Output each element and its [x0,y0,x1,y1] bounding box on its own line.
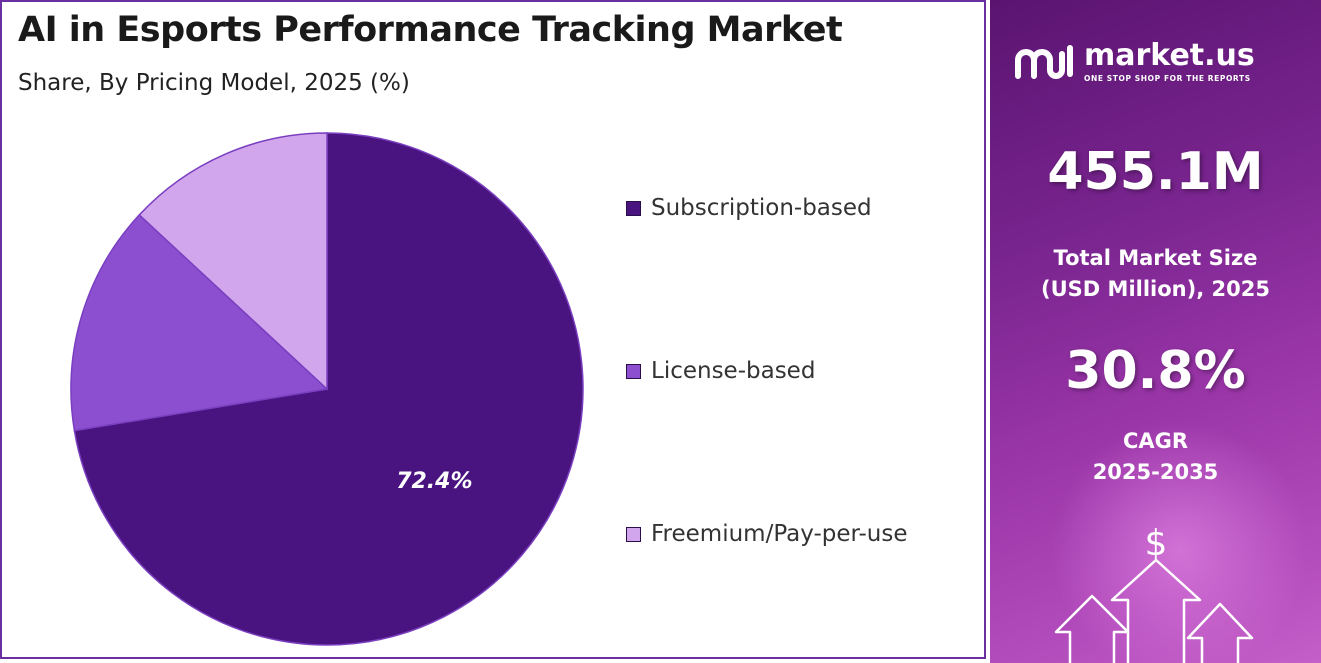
legend-label: Freemium/Pay-per-use [651,521,908,547]
arrow-up-icon [1110,558,1202,663]
market-size-value: 455.1M [1047,142,1264,202]
growth-decoration: $ [1054,523,1254,663]
pie-slice-freemium-pay-per-use [138,132,328,391]
brand-logo: market.us ONE STOP SHOP FOR THE REPORTS [1012,40,1255,84]
logo-icon [1015,45,1073,79]
arrow-up-icon [1186,602,1254,663]
brand-tagline: ONE STOP SHOP FOR THE REPORTS [1084,74,1251,83]
legend-swatch [626,363,641,379]
pie-data-label: 72.4% [396,469,472,494]
pie-slice-subscription-based [73,132,584,646]
brand-name: market.us [1084,38,1255,73]
cagr-label-line1: CAGR [1122,429,1189,453]
legend-swatch [626,526,641,542]
pie-chart: 72.4% [70,132,584,646]
legend-swatch [626,200,641,216]
market-size-label-line2: (USD Million), 2025 [1041,277,1270,301]
market-size-label-line1: Total Market Size [1053,246,1258,270]
legend-item: License-based [626,358,815,384]
legend-label: Subscription-based [651,195,872,221]
chart-subtitle: Share, By Pricing Model, 2025 (%) [18,70,410,96]
pie-slice-license-based [70,213,329,432]
cagr-value: 30.8% [1065,341,1246,401]
chart-title: AI in Esports Performance Tracking Marke… [18,10,843,50]
legend-item: Freemium/Pay-per-use [626,521,908,547]
background-glow [1050,420,1310,663]
legend-label: License-based [651,358,816,384]
legend-item: Subscription-based [626,195,872,221]
stats-panel: market.us ONE STOP SHOP FOR THE REPORTS … [990,0,1321,663]
dollar-icon: $ [1145,523,1168,564]
chart-panel: AI in Esports Performance Tracking Marke… [0,0,986,659]
arrow-up-icon [1054,594,1130,663]
cagr-label-line2: 2025-2035 [1092,460,1219,484]
